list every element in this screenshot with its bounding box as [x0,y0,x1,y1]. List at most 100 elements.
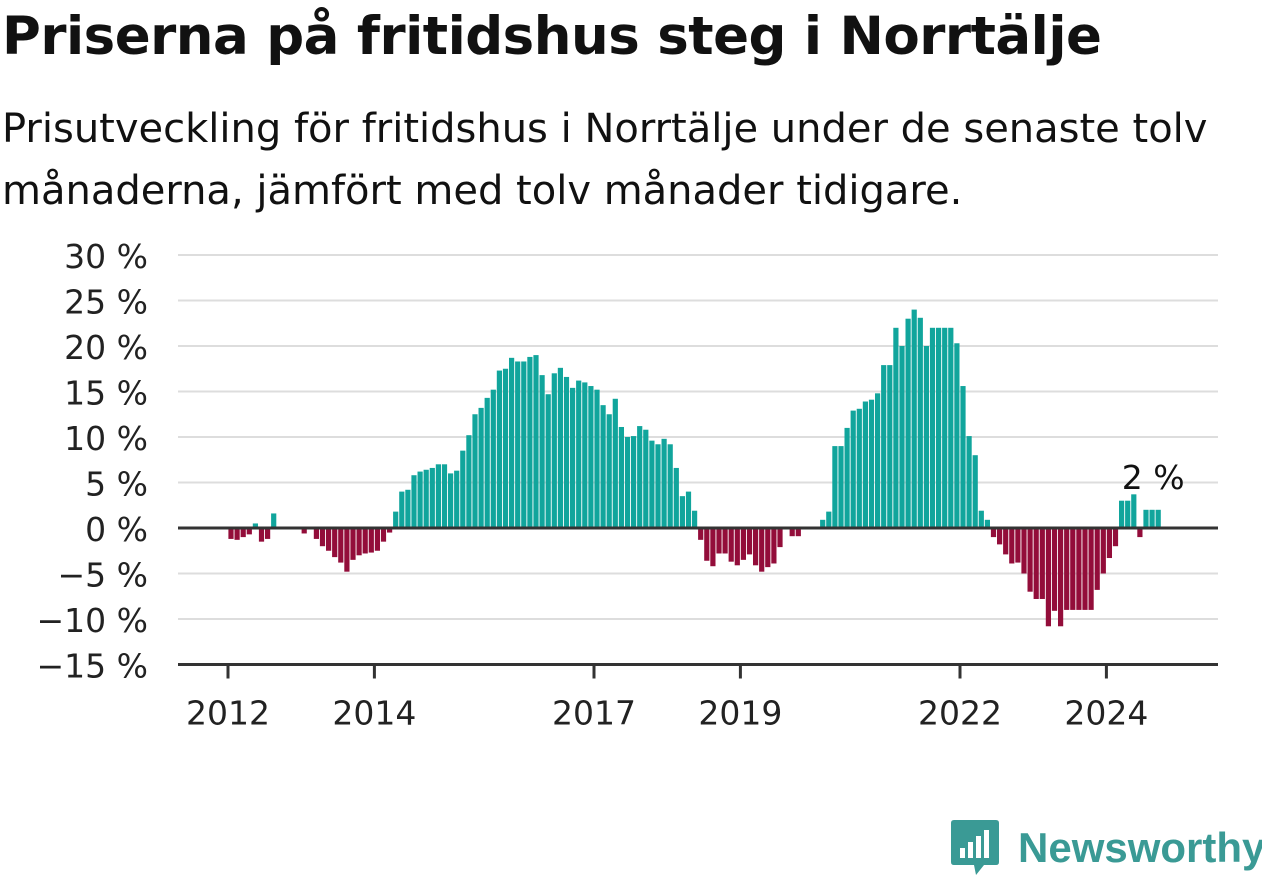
bar [1137,528,1143,538]
page-subtitle: Prisutveckling för fritidshus i Norrtälj… [2,106,1208,214]
bar [685,491,692,528]
bar [399,491,405,528]
bar [563,376,570,528]
bar [1058,528,1064,627]
bar [740,528,746,560]
bar [557,367,563,528]
bar [545,394,551,528]
bar [795,528,801,537]
bar [954,343,960,528]
y-tick-label: 5 % [85,465,148,504]
bar [1033,528,1039,599]
bar [917,317,923,528]
bar [746,528,753,555]
bar [704,528,710,561]
bar [393,511,399,528]
bar [338,528,344,563]
bar [380,528,387,542]
bar [844,427,850,528]
bar [850,410,856,528]
bar [856,408,862,528]
bar [435,464,441,528]
bar [228,528,234,539]
bar [1003,528,1009,555]
bar [978,510,984,528]
bar [502,368,509,528]
bar [942,327,948,528]
bar [1131,494,1137,528]
bar [448,473,454,528]
bar [478,407,484,528]
bar [1125,500,1131,528]
bar [692,510,698,528]
bar [466,435,472,528]
bar [698,528,704,540]
bar [252,523,258,528]
bar [454,470,460,528]
bar [624,437,631,528]
bar [332,528,338,558]
bar [722,528,728,554]
bar [271,513,277,528]
page-title: Priserna på fritidshus steg i Norrtälje [2,6,1102,67]
bar [1027,528,1033,592]
bar [911,309,917,528]
bar [301,528,307,534]
bar [1143,509,1149,528]
bar [460,450,466,528]
bar [679,496,685,528]
bar [771,528,777,564]
y-tick-label: −10 % [37,601,149,640]
bar [1106,528,1112,559]
bar [789,528,795,537]
bar [661,438,667,528]
bar [606,414,612,528]
x-tick-label: 2012 [186,694,270,733]
bar [441,464,448,528]
bar [600,405,606,528]
bar [356,528,362,556]
bar [1021,528,1027,574]
last-value-annotation: 2 % [1122,458,1185,497]
bar [374,528,380,551]
bar [594,389,600,528]
bar [258,528,265,542]
bar [368,528,374,553]
y-tick-label: −5 % [58,556,149,595]
y-tick-label: 25 % [64,283,148,322]
bar [649,440,655,528]
bar [1064,528,1070,610]
bar-chart: 30 % 25 % 20 % 15 % 10 % 5 % 0 % −5 % −10 % −15 %… [37,237,1218,733]
bar [234,528,240,540]
bar [490,389,496,528]
bar [984,519,990,528]
bar [533,355,539,528]
y-tick-label: 10 % [64,419,148,458]
y-tick-label: 30 % [64,237,148,276]
bar [997,528,1003,545]
bar [862,401,868,528]
bar [923,346,929,528]
bar [887,365,893,528]
bar [1094,528,1100,590]
x-tick-label: 2024 [1064,694,1148,733]
bar [319,528,326,547]
bar [1039,528,1045,599]
y-tick-label: 20 % [64,328,148,367]
bar [344,528,350,572]
bar [820,519,826,528]
bar [265,528,271,539]
bar [1015,528,1021,563]
bar [631,436,637,528]
bar [405,489,411,528]
bar [667,444,673,528]
bar [637,426,643,528]
bar [246,528,252,535]
brand-name: Newsworthy [1018,824,1262,871]
bar [618,426,624,528]
bar [496,370,502,528]
bar [759,528,765,572]
bar [570,387,576,528]
bar [551,373,557,528]
y-tick-label: 15 % [64,374,148,413]
